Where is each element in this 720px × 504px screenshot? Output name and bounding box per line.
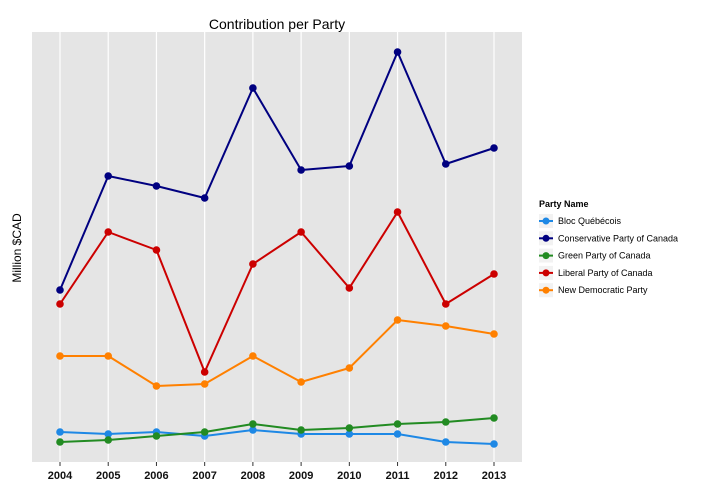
data-point-green-party-of-canada-2004 bbox=[56, 438, 64, 446]
data-point-conservative-party-of-canada-2007 bbox=[200, 194, 209, 202]
data-point-green-party-of-canada-2005 bbox=[104, 436, 113, 444]
data-point-green-party-of-canada-2009 bbox=[297, 426, 305, 434]
data-point-liberal-party-of-canada-2012 bbox=[441, 300, 450, 308]
data-point-new-democratic-party-2013 bbox=[490, 330, 498, 338]
series-line-conservative-party-of-canada bbox=[59, 51, 495, 291]
data-point-conservative-party-of-canada-2013 bbox=[490, 144, 498, 152]
legend-title: Party Name bbox=[539, 199, 589, 209]
x-tick-label-2013: 2013 bbox=[482, 470, 506, 482]
series-line-new-democratic-party bbox=[60, 319, 495, 387]
data-point-green-party-of-canada-2013 bbox=[490, 414, 498, 422]
data-point-conservative-party-of-canada-2012 bbox=[441, 160, 450, 168]
series-line-green-party-of-canada bbox=[59, 417, 495, 443]
legend-item-conservative-party-of-canada: Conservative Party of Canada bbox=[539, 231, 678, 246]
data-point-liberal-party-of-canada-2010 bbox=[345, 284, 354, 292]
x-tick-label-2005: 2005 bbox=[96, 470, 120, 482]
data-point-green-party-of-canada-2012 bbox=[441, 418, 450, 426]
x-tick-label-2007: 2007 bbox=[192, 470, 216, 482]
legend-key-point-conservative-party-of-canada bbox=[542, 234, 550, 242]
data-point-conservative-party-of-canada-2009 bbox=[297, 166, 305, 174]
data-point-new-democratic-party-2009 bbox=[297, 378, 305, 386]
data-point-new-democratic-party-2007 bbox=[200, 380, 209, 388]
data-point-liberal-party-of-canada-2007 bbox=[200, 368, 209, 376]
data-point-bloc-quebecois-2010 bbox=[345, 430, 354, 438]
data-point-bloc-quebecois-2012 bbox=[441, 438, 450, 446]
data-point-green-party-of-canada-2011 bbox=[393, 420, 402, 428]
legend-label-new-democratic-party: New Democratic Party bbox=[558, 285, 648, 295]
data-point-green-party-of-canada-2007 bbox=[200, 428, 209, 436]
data-point-new-democratic-party-2006 bbox=[152, 382, 161, 390]
data-point-conservative-party-of-canada-2006 bbox=[152, 182, 161, 190]
data-point-green-party-of-canada-2008 bbox=[249, 420, 257, 428]
data-point-new-democratic-party-2010 bbox=[345, 364, 354, 372]
series-liberal-party-of-canada bbox=[56, 208, 498, 376]
data-point-new-democratic-party-2008 bbox=[249, 352, 257, 360]
data-point-bloc-quebecois-2008 bbox=[249, 426, 257, 434]
x-tick-label-2011: 2011 bbox=[386, 470, 410, 482]
legend-key-point-bloc-quebecois bbox=[542, 217, 550, 225]
data-point-conservative-party-of-canada-2004 bbox=[56, 286, 64, 294]
data-point-liberal-party-of-canada-2008 bbox=[249, 260, 257, 268]
x-tick-label-2010: 2010 bbox=[337, 470, 361, 482]
legend-item-new-democratic-party: New Democratic Party bbox=[539, 283, 648, 298]
data-point-new-democratic-party-2005 bbox=[104, 352, 113, 360]
data-point-liberal-party-of-canada-2004 bbox=[56, 300, 64, 308]
data-point-green-party-of-canada-2010 bbox=[345, 424, 354, 432]
legend-item-green-party-of-canada: Green Party of Canada bbox=[539, 248, 651, 263]
legend-label-bloc-quebecois: Bloc Québécois bbox=[558, 216, 622, 226]
legend-item-bloc-quebecois: Bloc Québécois bbox=[539, 214, 622, 228]
data-point-bloc-quebecois-2004 bbox=[56, 428, 64, 436]
data-point-conservative-party-of-canada-2008 bbox=[249, 84, 257, 92]
legend-item-liberal-party-of-canada: Liberal Party of Canada bbox=[539, 265, 653, 280]
x-tick-label-2009: 2009 bbox=[289, 470, 313, 482]
series-line-bloc-quebecois bbox=[59, 429, 495, 445]
x-tick-label-2006: 2006 bbox=[144, 470, 168, 482]
x-axis-ticks: 2004 2005 2006 2007 2008 2009 2010 2011 2012 2013 bbox=[48, 462, 506, 482]
legend-key-point-new-democratic-party bbox=[542, 286, 550, 294]
data-point-liberal-party-of-canada-2009 bbox=[297, 228, 305, 236]
series-layer bbox=[56, 48, 498, 448]
series-new-democratic-party bbox=[56, 316, 498, 390]
data-point-liberal-party-of-canada-2005 bbox=[104, 228, 113, 236]
legend-label-conservative-party-of-canada: Conservative Party of Canada bbox=[558, 233, 678, 243]
data-point-conservative-party-of-canada-2011 bbox=[393, 48, 402, 56]
data-point-liberal-party-of-canada-2006 bbox=[152, 246, 161, 254]
series-green-party-of-canada bbox=[56, 414, 498, 446]
x-tick-label-2004: 2004 bbox=[48, 470, 73, 482]
legend-key-point-green-party-of-canada bbox=[542, 252, 550, 260]
data-point-conservative-party-of-canada-2010 bbox=[345, 162, 354, 170]
data-point-bloc-quebecois-2005 bbox=[104, 430, 113, 438]
y-axis-label: Million $CAD bbox=[10, 213, 24, 283]
data-point-new-democratic-party-2011 bbox=[393, 316, 402, 324]
legend-label-green-party-of-canada: Green Party of Canada bbox=[558, 251, 651, 261]
data-point-liberal-party-of-canada-2013 bbox=[490, 270, 498, 278]
series-conservative-party-of-canada bbox=[56, 48, 498, 294]
data-point-bloc-quebecois-2011 bbox=[393, 430, 402, 438]
data-point-liberal-party-of-canada-2011 bbox=[393, 208, 402, 216]
data-point-new-democratic-party-2004 bbox=[56, 352, 64, 360]
data-point-conservative-party-of-canada-2005 bbox=[104, 172, 113, 180]
data-point-green-party-of-canada-2006 bbox=[152, 432, 161, 440]
chart-title: Contribution per Party bbox=[209, 16, 345, 32]
data-point-bloc-quebecois-2013 bbox=[490, 440, 498, 448]
x-tick-label-2012: 2012 bbox=[434, 470, 458, 482]
data-point-new-democratic-party-2012 bbox=[441, 322, 450, 330]
legend: Party Name Bloc Québécois Conservative Pa… bbox=[539, 199, 678, 298]
legend-items: Bloc Québécois Conservative Party of Cana… bbox=[539, 214, 678, 298]
legend-key-point-liberal-party-of-canada bbox=[542, 269, 550, 277]
series-line-liberal-party-of-canada bbox=[59, 211, 495, 373]
x-tick-label-2008: 2008 bbox=[241, 470, 265, 482]
legend-label-liberal-party-of-canada: Liberal Party of Canada bbox=[558, 268, 653, 278]
